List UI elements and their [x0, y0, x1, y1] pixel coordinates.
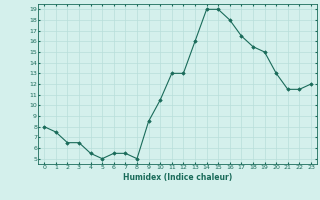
X-axis label: Humidex (Indice chaleur): Humidex (Indice chaleur) — [123, 173, 232, 182]
